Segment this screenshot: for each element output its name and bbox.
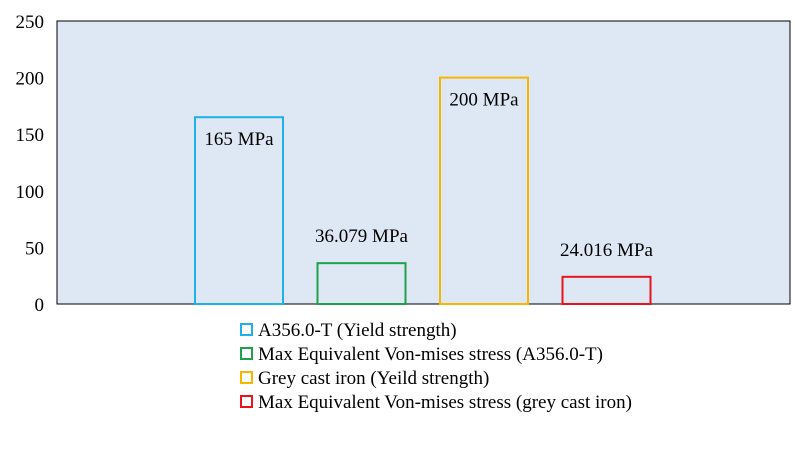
bars-group	[194, 76, 652, 305]
bar-2	[316, 262, 407, 305]
y-tick-label: 0	[35, 295, 45, 316]
plot-area	[56, 20, 791, 305]
bar-4	[561, 275, 652, 305]
y-axis: 0 50 100 150 200 250	[16, 12, 45, 316]
bar-1	[194, 116, 284, 305]
legend-swatch-4	[240, 395, 253, 408]
legend-swatch-3	[240, 371, 253, 384]
legend-entry-4: Max Equivalent Von-mises stress (grey ca…	[258, 392, 632, 413]
y-tick-label: 250	[16, 12, 45, 33]
data-labels-group: 165 MPa 36.079 MPa 200 MPa 24.016 MPa	[204, 90, 653, 261]
y-tick-label: 150	[16, 125, 45, 146]
data-label-3: 200 MPa	[449, 90, 519, 111]
bar-3	[439, 76, 529, 305]
legend-entry-1: A356.0-T (Yield strength)	[258, 320, 457, 341]
y-tick-label: 50	[25, 238, 44, 259]
data-label-4: 24.016 MPa	[560, 240, 653, 261]
data-label-1: 165 MPa	[204, 129, 274, 150]
legend-entry-3: Grey cast iron (Yeild strength)	[258, 368, 489, 389]
legend-entry-2: Max Equivalent Von-mises stress (A356.0-…	[258, 344, 603, 365]
legend: A356.0-T (Yield strength) Max Equivalent …	[240, 320, 632, 413]
y-tick-label: 200	[16, 69, 45, 90]
data-label-2: 36.079 MPa	[315, 226, 408, 247]
y-tick-label: 100	[16, 182, 45, 203]
legend-swatch-2	[240, 347, 253, 360]
legend-swatch-1	[240, 323, 253, 336]
